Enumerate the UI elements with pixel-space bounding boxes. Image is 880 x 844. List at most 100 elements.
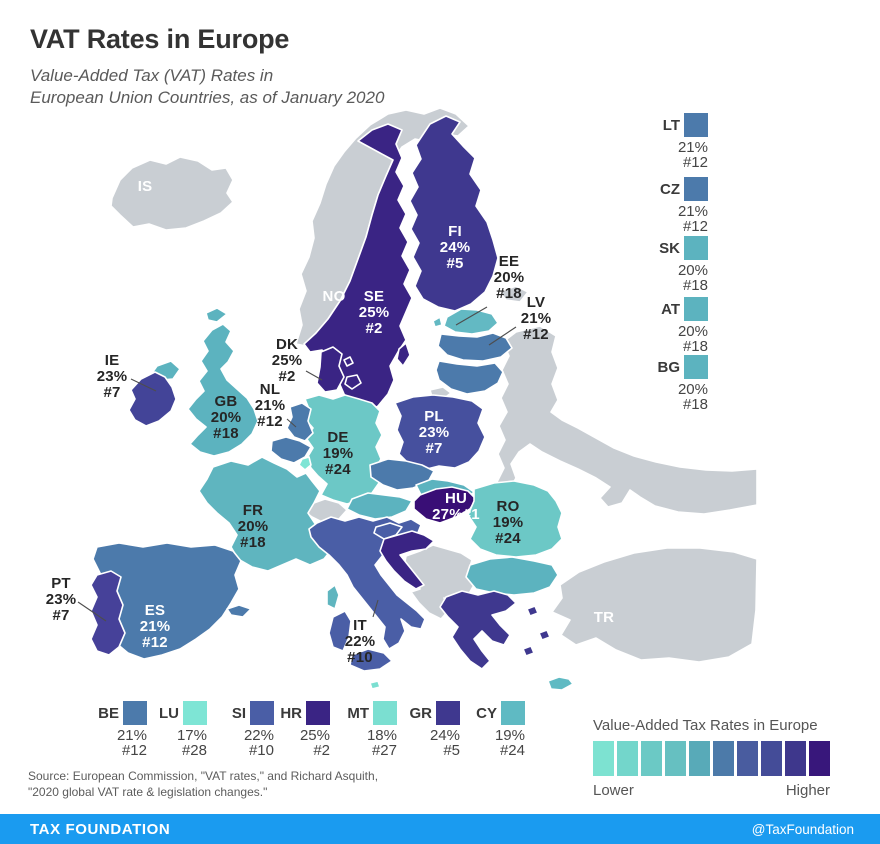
legend-country-code: LU — [159, 704, 179, 722]
page-title: VAT Rates in Europe — [30, 24, 290, 54]
legend-color-swatch — [684, 355, 708, 379]
island-saaremaa — [432, 316, 443, 328]
legend-item-row: SI — [220, 701, 274, 725]
legend-rank: #28 — [181, 742, 207, 759]
scale-swatch-2 — [617, 741, 638, 776]
country-turkey — [551, 547, 758, 663]
subtitle: Value-Added Tax (VAT) Rates in European … — [30, 65, 384, 109]
country-iceland — [110, 156, 234, 231]
island-aegean-3 — [522, 645, 535, 657]
leader-line-ee — [455, 306, 488, 326]
legend-color-swatch — [373, 701, 397, 725]
legend-rate: 20% — [677, 262, 708, 279]
legend-values: 21% #12 — [654, 140, 708, 170]
country-malta — [369, 680, 381, 690]
legend-item-gr: GR 24% #5 — [406, 701, 460, 758]
country-luxembourg — [298, 456, 312, 471]
scale-swatch-7 — [737, 741, 758, 776]
legend-values: 20% #18 — [654, 324, 708, 354]
country-lithuania — [435, 360, 504, 395]
country-belgium — [270, 436, 312, 464]
country-italy — [308, 516, 426, 650]
legend-values: 21% #12 — [93, 728, 147, 758]
island-sicily — [349, 648, 393, 672]
subtitle-line-1: Value-Added Tax (VAT) Rates in — [30, 66, 274, 85]
legend-item-at: AT 20% #18 — [654, 297, 708, 354]
scale-swatch-9 — [785, 741, 806, 776]
legend-values: 17% #28 — [153, 728, 207, 758]
scale-gradient-swatches — [593, 741, 830, 776]
legend-item-hr: HR 25% #2 — [276, 701, 330, 758]
legend-country-code: HR — [280, 704, 302, 722]
legend-rate: 21% — [677, 139, 708, 156]
legend-color-swatch — [250, 701, 274, 725]
legend-color-swatch — [123, 701, 147, 725]
legend-rank: #18 — [682, 396, 708, 413]
country-croatia — [379, 530, 435, 590]
scale-swatch-5 — [689, 741, 710, 776]
legend-item-lu: LU 17% #28 — [153, 701, 207, 758]
country-romania — [467, 480, 563, 558]
country-austria — [346, 492, 413, 520]
legend-item-row: BG — [654, 355, 708, 379]
legend-color-swatch — [684, 113, 708, 137]
country-great-britain — [187, 323, 259, 457]
legend-values: 24% #5 — [406, 728, 460, 758]
leader-line-it — [372, 599, 379, 618]
legend-item-be: BE 21% #12 — [93, 701, 147, 758]
leader-line-nl — [286, 418, 297, 428]
legend-rate: 25% — [299, 727, 330, 744]
legend-color-swatch — [684, 177, 708, 201]
island-corsica — [326, 584, 340, 610]
legend-rate: 19% — [494, 727, 525, 744]
scale-legend-title: Value-Added Tax Rates in Europe — [593, 717, 818, 734]
legend-rate: 20% — [677, 323, 708, 340]
legend-values: 20% #18 — [654, 382, 708, 412]
country-latvia — [437, 332, 513, 362]
legend-values: 22% #10 — [220, 728, 274, 758]
source-note: Source: European Commission, "VAT rates,… — [28, 768, 378, 800]
legend-values: 19% #24 — [471, 728, 525, 758]
leader-line-dk — [305, 370, 323, 381]
legend-country-code: CY — [476, 704, 497, 722]
country-cyprus — [547, 676, 574, 691]
country-finland — [409, 115, 499, 312]
leader-line-ie — [130, 378, 157, 392]
country-netherlands — [286, 402, 314, 442]
country-hungary — [413, 486, 477, 524]
legend-values: 21% #12 — [654, 204, 708, 234]
legend-item-cy: CY 19% #24 — [471, 701, 525, 758]
scale-swatch-6 — [713, 741, 734, 776]
legend-item-row: MT — [343, 701, 397, 725]
island-sardinia — [328, 610, 352, 652]
country-bulgaria — [465, 556, 559, 596]
leader-line-lv — [488, 326, 517, 346]
legend-color-swatch — [183, 701, 207, 725]
country-estonia — [443, 308, 499, 335]
legend-color-swatch — [501, 701, 525, 725]
island-shetland — [205, 307, 228, 323]
legend-country-code: SI — [231, 704, 246, 722]
legend-country-code: BG — [657, 358, 681, 376]
legend-rank: #24 — [499, 742, 525, 759]
legend-values: 20% #18 — [654, 263, 708, 293]
legend-values: 25% #2 — [276, 728, 330, 758]
legend-rank: #10 — [248, 742, 274, 759]
footer-handle[interactable]: @TaxFoundation — [751, 821, 854, 837]
country-ireland — [128, 371, 177, 427]
source-line-1: Source: European Commission, "VAT rates,… — [28, 769, 379, 783]
scale-end-labels: Lower Higher — [593, 782, 830, 799]
legend-rank: #27 — [371, 742, 397, 759]
legend-color-swatch — [684, 236, 708, 260]
legend-item-si: SI 22% #10 — [220, 701, 274, 758]
footer-brand: TAX FOUNDATION — [30, 820, 171, 838]
legend-rate: 21% — [677, 203, 708, 220]
legend-country-code: LT — [662, 116, 680, 134]
scale-lower-label: Lower — [593, 782, 634, 799]
legend-rate: 20% — [677, 381, 708, 398]
island-zealand — [344, 374, 362, 390]
legend-rate: 21% — [116, 727, 147, 744]
scale-legend: Value-Added Tax Rates in Europe Lower Hi… — [593, 717, 830, 799]
